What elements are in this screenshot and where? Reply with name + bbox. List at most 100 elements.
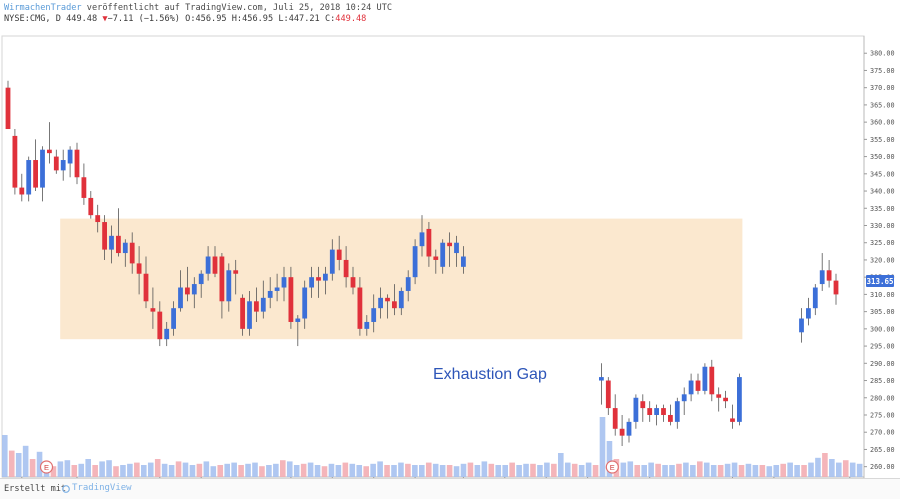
- candle-up[interactable]: [702, 366, 708, 391]
- candle-up[interactable]: [599, 377, 604, 381]
- candle-up[interactable]: [626, 421, 632, 436]
- earnings-marker-icon[interactable]: [39, 460, 54, 474]
- candle-up[interactable]: [267, 290, 273, 298]
- candle-up[interactable]: [633, 397, 639, 422]
- candle-up[interactable]: [737, 377, 742, 422]
- candle-down[interactable]: [640, 401, 646, 409]
- candle-up[interactable]: [819, 270, 825, 285]
- candle-down[interactable]: [5, 87, 11, 130]
- candle-up[interactable]: [281, 277, 287, 288]
- candle-up[interactable]: [295, 318, 301, 322]
- candle-up[interactable]: [226, 270, 232, 302]
- candle-down[interactable]: [350, 277, 356, 288]
- candle-up[interactable]: [654, 408, 659, 415]
- candle-down[interactable]: [833, 280, 839, 295]
- footer-brand-link[interactable]: TradingView: [72, 483, 132, 493]
- candle-up[interactable]: [247, 301, 252, 329]
- earnings-marker-icon[interactable]: [605, 460, 619, 474]
- candle-up[interactable]: [405, 277, 411, 291]
- candle-down[interactable]: [219, 256, 225, 302]
- candle-up[interactable]: [688, 380, 694, 395]
- candle-down[interactable]: [150, 308, 156, 312]
- candle-up[interactable]: [323, 273, 328, 281]
- candle-down[interactable]: [129, 242, 135, 264]
- candle-up[interactable]: [26, 160, 32, 195]
- candle-up[interactable]: [171, 308, 176, 329]
- candle-up[interactable]: [67, 149, 73, 164]
- candle-down[interactable]: [730, 418, 735, 422]
- candle-down[interactable]: [433, 256, 439, 260]
- candle-down[interactable]: [288, 277, 294, 322]
- candle-down[interactable]: [53, 156, 59, 171]
- candle-up[interactable]: [329, 249, 335, 274]
- candle-up[interactable]: [371, 308, 377, 322]
- candle-up[interactable]: [109, 235, 114, 250]
- candle-up[interactable]: [461, 256, 466, 267]
- candle-down[interactable]: [343, 259, 349, 278]
- candle-down[interactable]: [426, 228, 432, 257]
- candle-down[interactable]: [709, 366, 715, 395]
- candle-down[interactable]: [826, 270, 832, 281]
- candle-down[interactable]: [647, 408, 653, 415]
- candle-up[interactable]: [454, 242, 459, 254]
- candle-down[interactable]: [102, 222, 107, 250]
- candle-up[interactable]: [440, 242, 446, 267]
- candle-down[interactable]: [385, 297, 390, 302]
- candle-down[interactable]: [116, 235, 121, 254]
- candle-down[interactable]: [185, 287, 190, 295]
- candle-up[interactable]: [799, 318, 804, 333]
- candle-up[interactable]: [674, 401, 680, 422]
- candle-up[interactable]: [419, 232, 425, 247]
- candle-down[interactable]: [336, 249, 342, 260]
- candle-up[interactable]: [178, 287, 183, 309]
- candle-up[interactable]: [681, 394, 687, 402]
- candle-down[interactable]: [240, 297, 245, 329]
- candle-up[interactable]: [812, 287, 818, 309]
- candle-down[interactable]: [605, 380, 611, 409]
- current-price-badge[interactable]: 313.65: [866, 275, 894, 287]
- candle-up[interactable]: [378, 297, 383, 309]
- candle-down[interactable]: [74, 149, 80, 178]
- candle-up[interactable]: [198, 273, 204, 285]
- candle-down[interactable]: [233, 270, 239, 274]
- candle-down[interactable]: [81, 177, 87, 198]
- candle-down[interactable]: [619, 428, 625, 436]
- candle-down[interactable]: [136, 263, 142, 274]
- candle-down[interactable]: [12, 135, 18, 188]
- candle-down[interactable]: [723, 397, 728, 402]
- candle-down[interactable]: [19, 187, 25, 195]
- candle-down[interactable]: [695, 380, 701, 391]
- candle-up[interactable]: [398, 290, 404, 309]
- candle-up[interactable]: [164, 328, 170, 340]
- candle-down[interactable]: [447, 242, 452, 247]
- candle-down[interactable]: [157, 311, 163, 340]
- author-link[interactable]: WirmachenTrader: [4, 3, 82, 13]
- candle-up[interactable]: [191, 284, 197, 295]
- candle-up[interactable]: [60, 160, 66, 171]
- candle-up[interactable]: [260, 297, 266, 312]
- candle-up[interactable]: [412, 246, 418, 278]
- candle-down[interactable]: [88, 197, 94, 216]
- candle-down[interactable]: [47, 149, 52, 154]
- candle-down[interactable]: [316, 277, 321, 281]
- candle-down[interactable]: [392, 301, 397, 309]
- candle-up[interactable]: [40, 149, 45, 188]
- candle-down[interactable]: [357, 287, 363, 329]
- candle-down[interactable]: [212, 256, 218, 274]
- candle-down[interactable]: [33, 160, 38, 188]
- candle-up[interactable]: [122, 242, 128, 254]
- candle-down[interactable]: [254, 301, 259, 312]
- candle-down[interactable]: [661, 408, 666, 415]
- candle-up[interactable]: [364, 321, 370, 329]
- candle-down[interactable]: [668, 414, 673, 422]
- candle-down[interactable]: [612, 408, 618, 429]
- candle-down[interactable]: [143, 273, 149, 302]
- candle-up[interactable]: [806, 308, 811, 319]
- candle-up[interactable]: [302, 287, 308, 319]
- candle-down[interactable]: [95, 215, 101, 223]
- candle-up[interactable]: [205, 256, 211, 274]
- candle-down[interactable]: [716, 394, 722, 398]
- candle-up[interactable]: [274, 287, 280, 291]
- candle-up[interactable]: [309, 277, 314, 288]
